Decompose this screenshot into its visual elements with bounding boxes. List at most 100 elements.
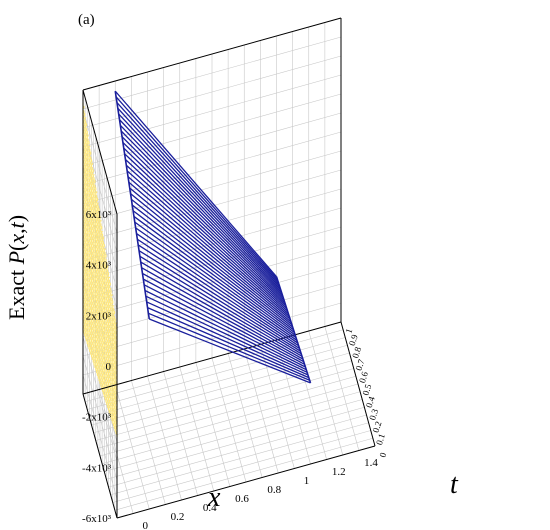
projection-layer	[82, 100, 118, 437]
x-tick-label: 1.4	[364, 457, 378, 469]
mesh-line	[130, 198, 294, 328]
floor-grid-line	[243, 348, 279, 474]
mesh-line	[117, 107, 280, 286]
mesh-line	[126, 170, 289, 315]
x-tick-label: 0.2	[171, 511, 185, 523]
t-tick-label: 0.5	[360, 382, 373, 396]
floor-grid-line	[99, 383, 359, 457]
floor-grid-line	[93, 360, 352, 434]
right-wall-grid-line	[82, 93, 342, 167]
mesh-line	[135, 227, 298, 341]
mesh-line	[145, 295, 308, 373]
mesh-line	[134, 221, 297, 339]
frame-edge	[340, 321, 376, 447]
y-axis-label: Exact P(x,t)	[4, 215, 29, 320]
mesh-line	[122, 141, 285, 302]
panel-label: (a)	[78, 12, 95, 28]
axes-frame	[82, 17, 376, 519]
z-tick-label: -6x10³	[82, 513, 112, 525]
z-tick-label: 0	[106, 361, 112, 373]
x-tick-label: 0.6	[235, 493, 249, 505]
mesh-line	[132, 210, 295, 333]
t-tick-label: 0	[377, 451, 388, 459]
mesh-line	[130, 193, 293, 325]
t-tick-label: 1	[343, 327, 354, 334]
floor-grid-line	[97, 375, 356, 449]
z-tick-label: 4x10³	[86, 260, 112, 272]
floor-grid-line	[95, 368, 354, 441]
floor-grid-line	[260, 344, 295, 469]
t-tick-label: 0.2	[371, 420, 384, 434]
mesh-line	[138, 250, 301, 352]
mesh-line	[136, 233, 299, 344]
t-tick-label: 0.7	[354, 358, 367, 372]
x-tick-label: 0	[143, 520, 149, 530]
right-wall-grid-line	[82, 131, 342, 205]
floor-grid-line	[87, 337, 346, 410]
x-axis-label: x	[207, 482, 221, 513]
surface-edge	[114, 91, 151, 320]
mesh-line	[146, 301, 309, 376]
mesh-line	[147, 307, 310, 379]
frame-edge	[82, 321, 342, 395]
t-tick-label: 0.4	[364, 395, 377, 409]
mesh-line	[129, 187, 292, 323]
mesh-line	[139, 255, 302, 355]
floor-grid-line	[324, 326, 360, 451]
t-tick-label: 0.8	[350, 345, 363, 359]
right-wall-grid-line	[82, 36, 342, 110]
mesh-line	[142, 278, 305, 365]
mesh-line	[136, 238, 299, 347]
floor-grid-line	[227, 353, 263, 478]
frame-edge	[82, 393, 118, 519]
mesh-line	[116, 102, 279, 283]
mesh-line	[118, 113, 281, 288]
z-tick-label: 6x10³	[86, 209, 112, 221]
mesh-line	[133, 215, 296, 336]
t-tick-label: 0.9	[347, 333, 360, 347]
surface-edge	[275, 276, 312, 384]
floor-grid-line	[91, 352, 350, 426]
frame-edge	[82, 17, 342, 91]
frame-edge	[116, 445, 376, 519]
mesh-line	[142, 272, 305, 363]
z-tick-label: 2x10³	[86, 310, 112, 322]
mesh-line	[143, 284, 306, 368]
mesh-line	[128, 181, 291, 320]
mesh-line	[141, 267, 304, 360]
mesh-line	[144, 289, 307, 371]
left-wall-grid-line	[82, 108, 118, 234]
mesh-line	[140, 261, 303, 357]
floor-grid-line	[308, 330, 344, 456]
mesh-line	[121, 136, 284, 299]
mesh-line	[148, 312, 310, 381]
mesh-line	[137, 244, 300, 349]
frame-edge	[82, 89, 118, 215]
t-axis-label: t	[450, 469, 459, 500]
t-tick-label: 0.1	[374, 432, 387, 446]
mesh-line	[149, 318, 311, 384]
mesh-line	[114, 90, 277, 278]
mesh-line	[127, 176, 290, 318]
x-tick-label: 0.4	[203, 502, 217, 514]
mesh-line	[123, 147, 286, 304]
right-wall-grid-line	[82, 150, 342, 224]
z-tick-label: -2x10³	[82, 412, 112, 424]
mesh-line	[125, 159, 288, 310]
mesh-line	[115, 96, 278, 280]
tick-labels: 6x10³4x10³2x10³0-2x10³-4x10³-6x10³-0.200…	[82, 209, 388, 530]
x-tick-label: 1.2	[332, 466, 346, 478]
floor-grid-line	[89, 344, 348, 418]
z-tick-label: -4x10³	[82, 462, 112, 474]
mesh-line	[125, 164, 288, 312]
mesh-line	[119, 124, 283, 294]
right-wall-grid-line	[82, 112, 342, 186]
right-wall-grid-line	[82, 55, 342, 129]
mesh-line	[120, 130, 283, 296]
t-tick-label: 0.6	[357, 370, 370, 384]
mesh-line	[119, 119, 282, 291]
floor-grid-line	[85, 329, 344, 403]
x-tick-label: 1	[304, 475, 310, 487]
surface-mesh	[114, 90, 312, 384]
